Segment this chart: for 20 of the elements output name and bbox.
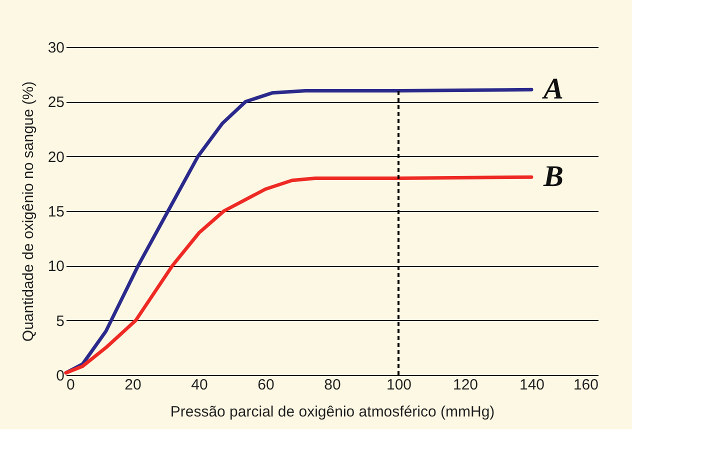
y-tick-label: 20	[48, 148, 64, 166]
y-tick-label: 10	[48, 258, 64, 276]
y-tick-label: 5	[56, 312, 64, 330]
series-label: A	[542, 72, 564, 106]
x-tick-label: 20	[124, 376, 142, 394]
x-tick-label: 120	[452, 376, 478, 394]
y-axis-title: Quantidade de oxigênio no sangue (%)	[20, 81, 37, 342]
x-axis-title: Pressão parcial de oxigênio atmosférico (mmHg)	[170, 404, 495, 420]
x-tick-label: 0	[66, 376, 75, 394]
y-tick-label: 15	[48, 204, 64, 220]
series-label: B	[542, 160, 564, 194]
x-tick-label: 100	[386, 376, 412, 394]
x-tick-label: 140	[519, 376, 545, 394]
y-tick-label: 25	[48, 94, 64, 112]
x-tick-label: 40	[191, 376, 208, 394]
line-series	[64, 175, 534, 375]
x-tick-label: 80	[324, 376, 341, 394]
x-tick-label: 160	[573, 376, 598, 394]
y-tick-label: 30	[48, 40, 64, 56]
x-tick-label: 60	[258, 376, 274, 394]
